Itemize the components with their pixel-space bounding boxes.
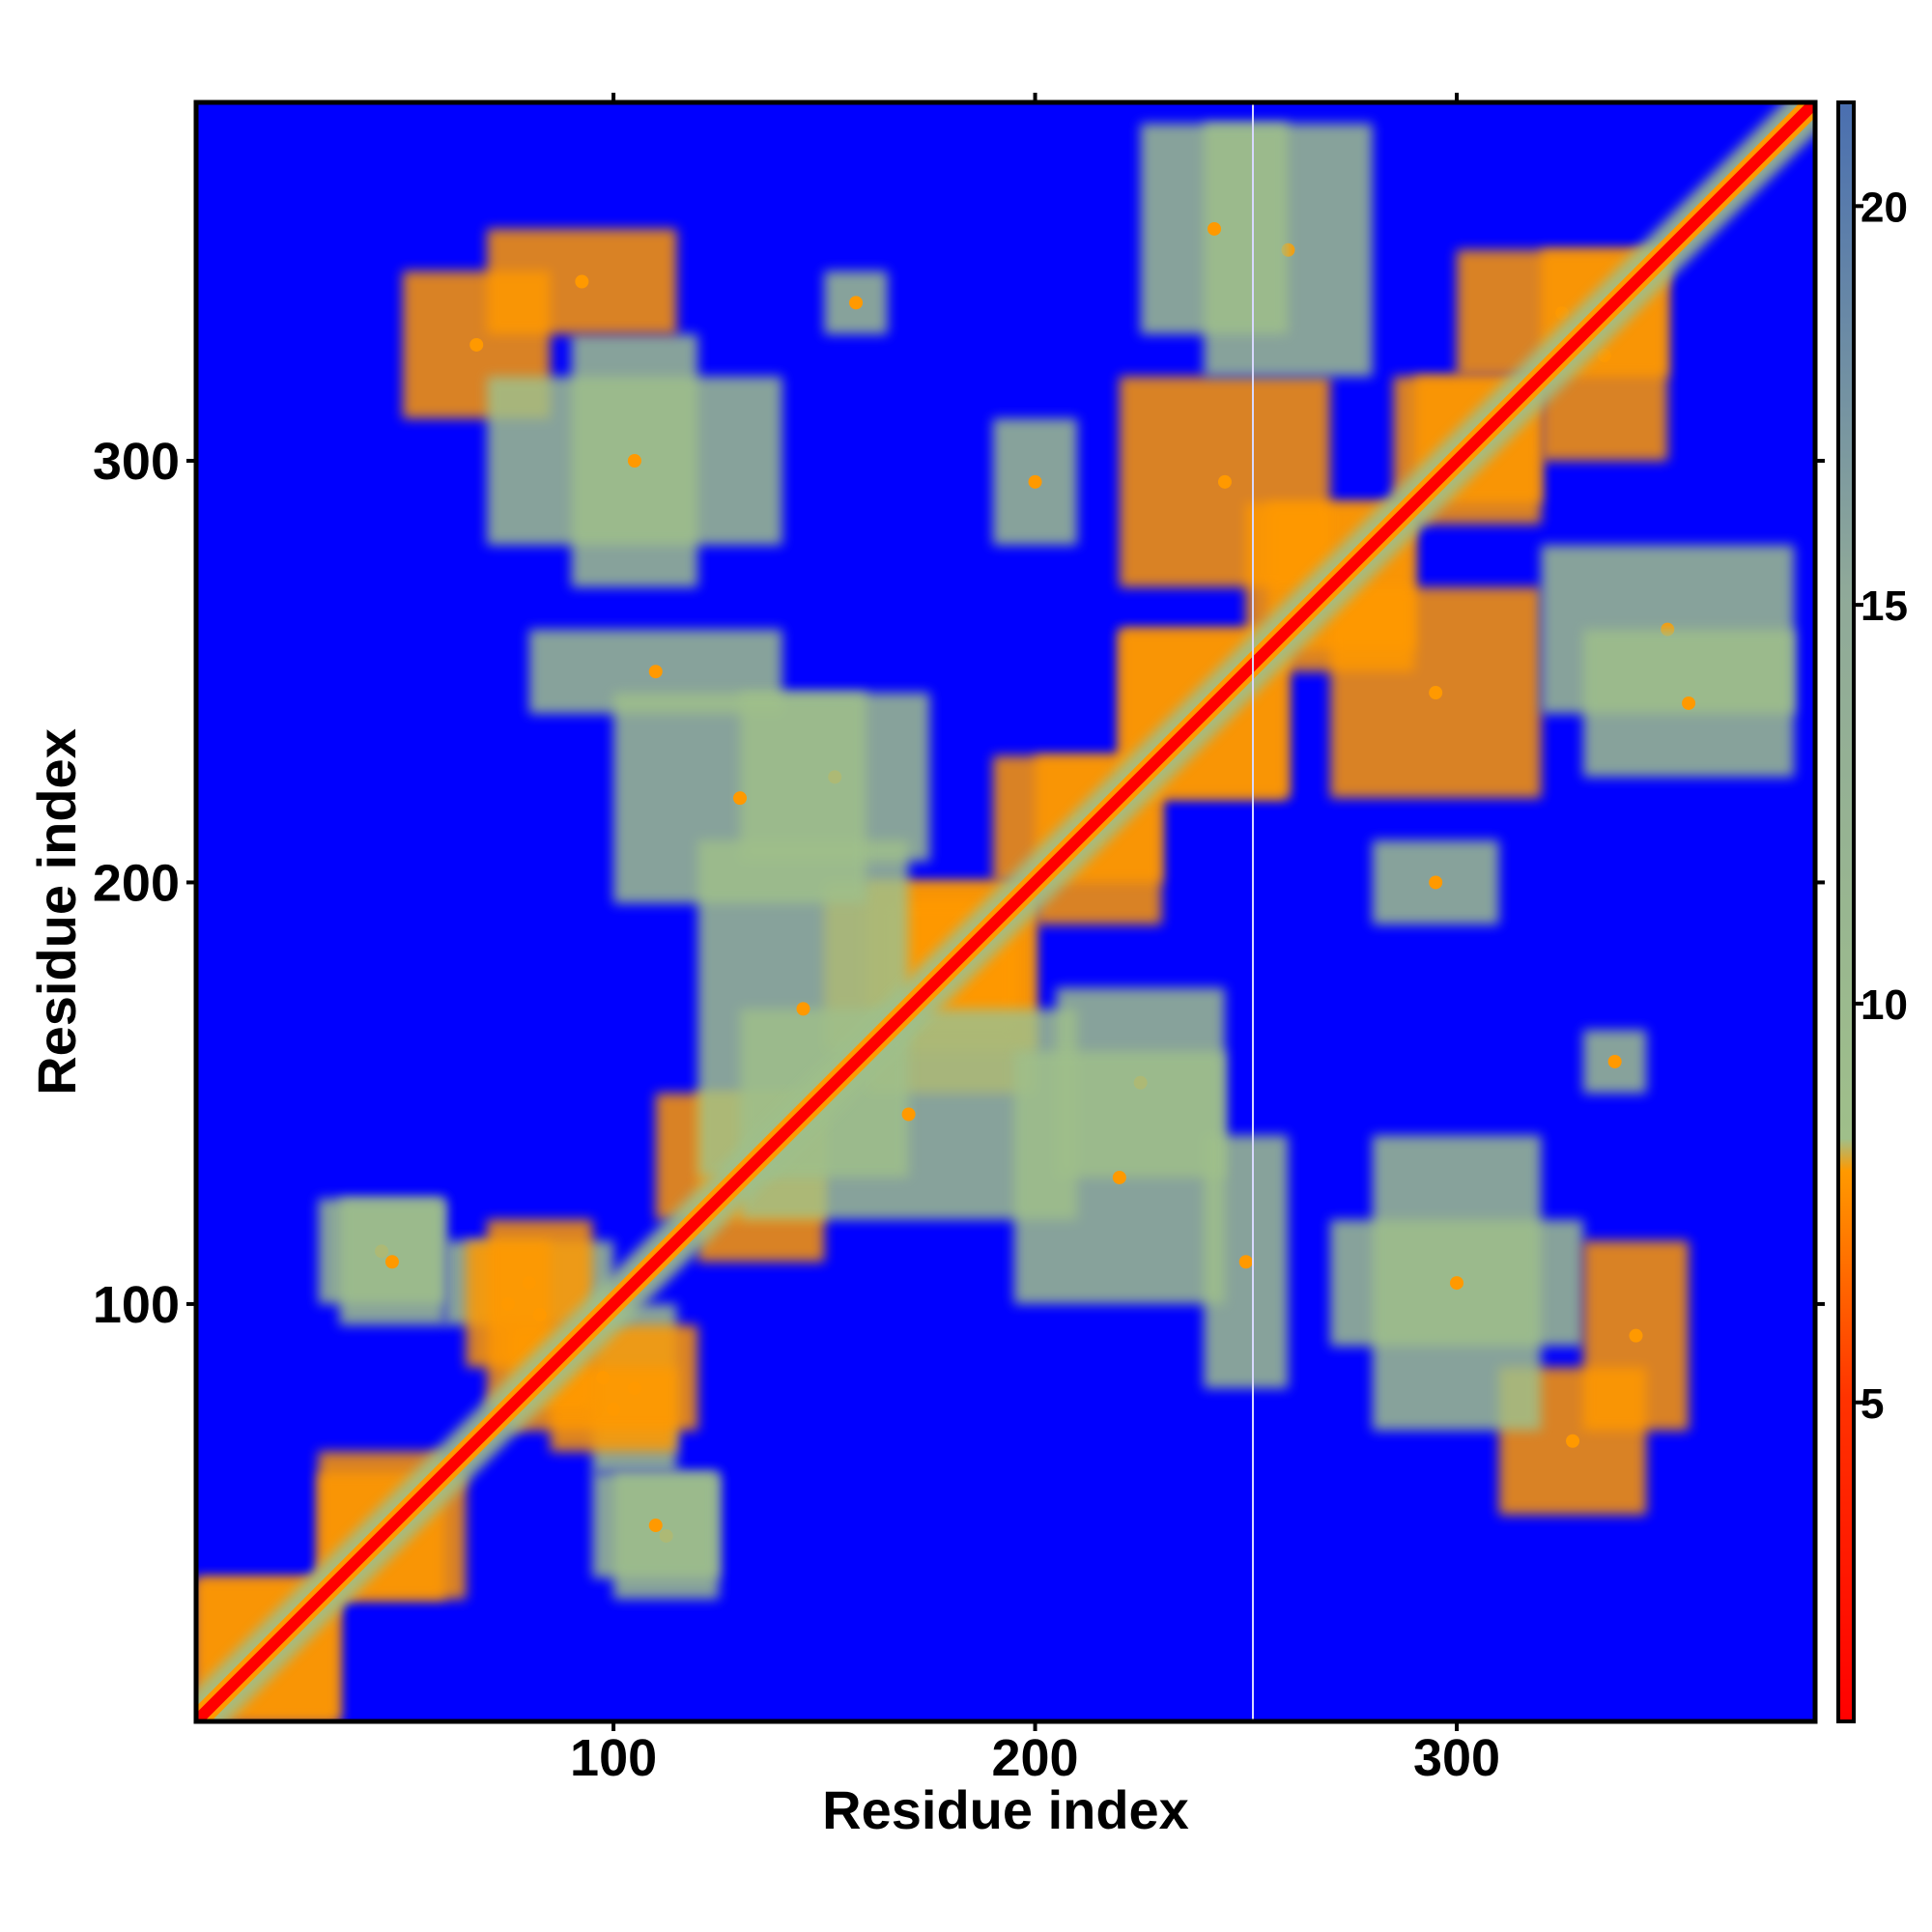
colorbar-gradient [1836, 100, 1856, 1723]
contact-hotspot [1607, 1054, 1622, 1068]
contact-hotspot [469, 337, 484, 352]
y-tick-label: 200 [93, 854, 180, 912]
contact-hotspot [596, 1371, 611, 1385]
contact-hotspot [1208, 221, 1222, 236]
contact-hotspot [627, 453, 641, 468]
colorbar-tick-label: 5 [1861, 1380, 1884, 1428]
contact-hotspot [849, 296, 864, 310]
contact-hotspot [901, 1107, 916, 1122]
contact-hotspot [532, 1307, 547, 1321]
colorbar-tick-label: 10 [1861, 981, 1908, 1029]
x-tick-label: 100 [570, 1729, 657, 1787]
plot-frame [193, 99, 1818, 1724]
contact-hotspot [648, 665, 663, 679]
contact-hotspot [1597, 348, 1611, 362]
contact-hotspot [575, 274, 589, 289]
y-axis: 100 200 300 [93, 433, 1825, 1334]
colorbar-ticks: 5 10 15 20 [1854, 184, 1908, 1428]
contact-hotspot [384, 1255, 399, 1269]
colorbar-tick-label: 15 [1861, 582, 1908, 630]
contact-hotspot [1028, 474, 1042, 489]
contact-hotspot [733, 791, 748, 806]
diagonal-band [196, 102, 1815, 1721]
colorbar-tick-label: 20 [1861, 184, 1908, 231]
x-tick-label: 200 [991, 1729, 1078, 1787]
y-tick-label: 100 [93, 1276, 180, 1334]
x-tick-label: 300 [1413, 1729, 1500, 1787]
x-axis-label: Residue index [822, 1779, 1189, 1840]
contact-hotspot [1629, 1328, 1643, 1343]
heatmap-area [193, 99, 1818, 1724]
x-axis: 100 200 300 [570, 93, 1500, 1787]
contact-hotspot [1238, 1255, 1253, 1269]
contact-hotspot [1555, 306, 1570, 321]
diagonal-core [196, 102, 1815, 1721]
contact-hotspot [1429, 686, 1443, 700]
colorbar: 5 10 15 20 [1836, 100, 1908, 1723]
contact-hotspot [1566, 1434, 1580, 1448]
contact-hotspot [1450, 1276, 1464, 1291]
contact-hotspot [796, 1002, 810, 1016]
y-axis-label: Residue index [26, 728, 87, 1095]
contact-hotspot [1682, 696, 1696, 710]
contact-hotspot [1217, 474, 1232, 489]
y-tick-label: 300 [93, 433, 180, 491]
contact-hotspot [1112, 1170, 1126, 1184]
contact-hotspot [1429, 875, 1443, 890]
contact-hotspot [648, 1519, 663, 1533]
